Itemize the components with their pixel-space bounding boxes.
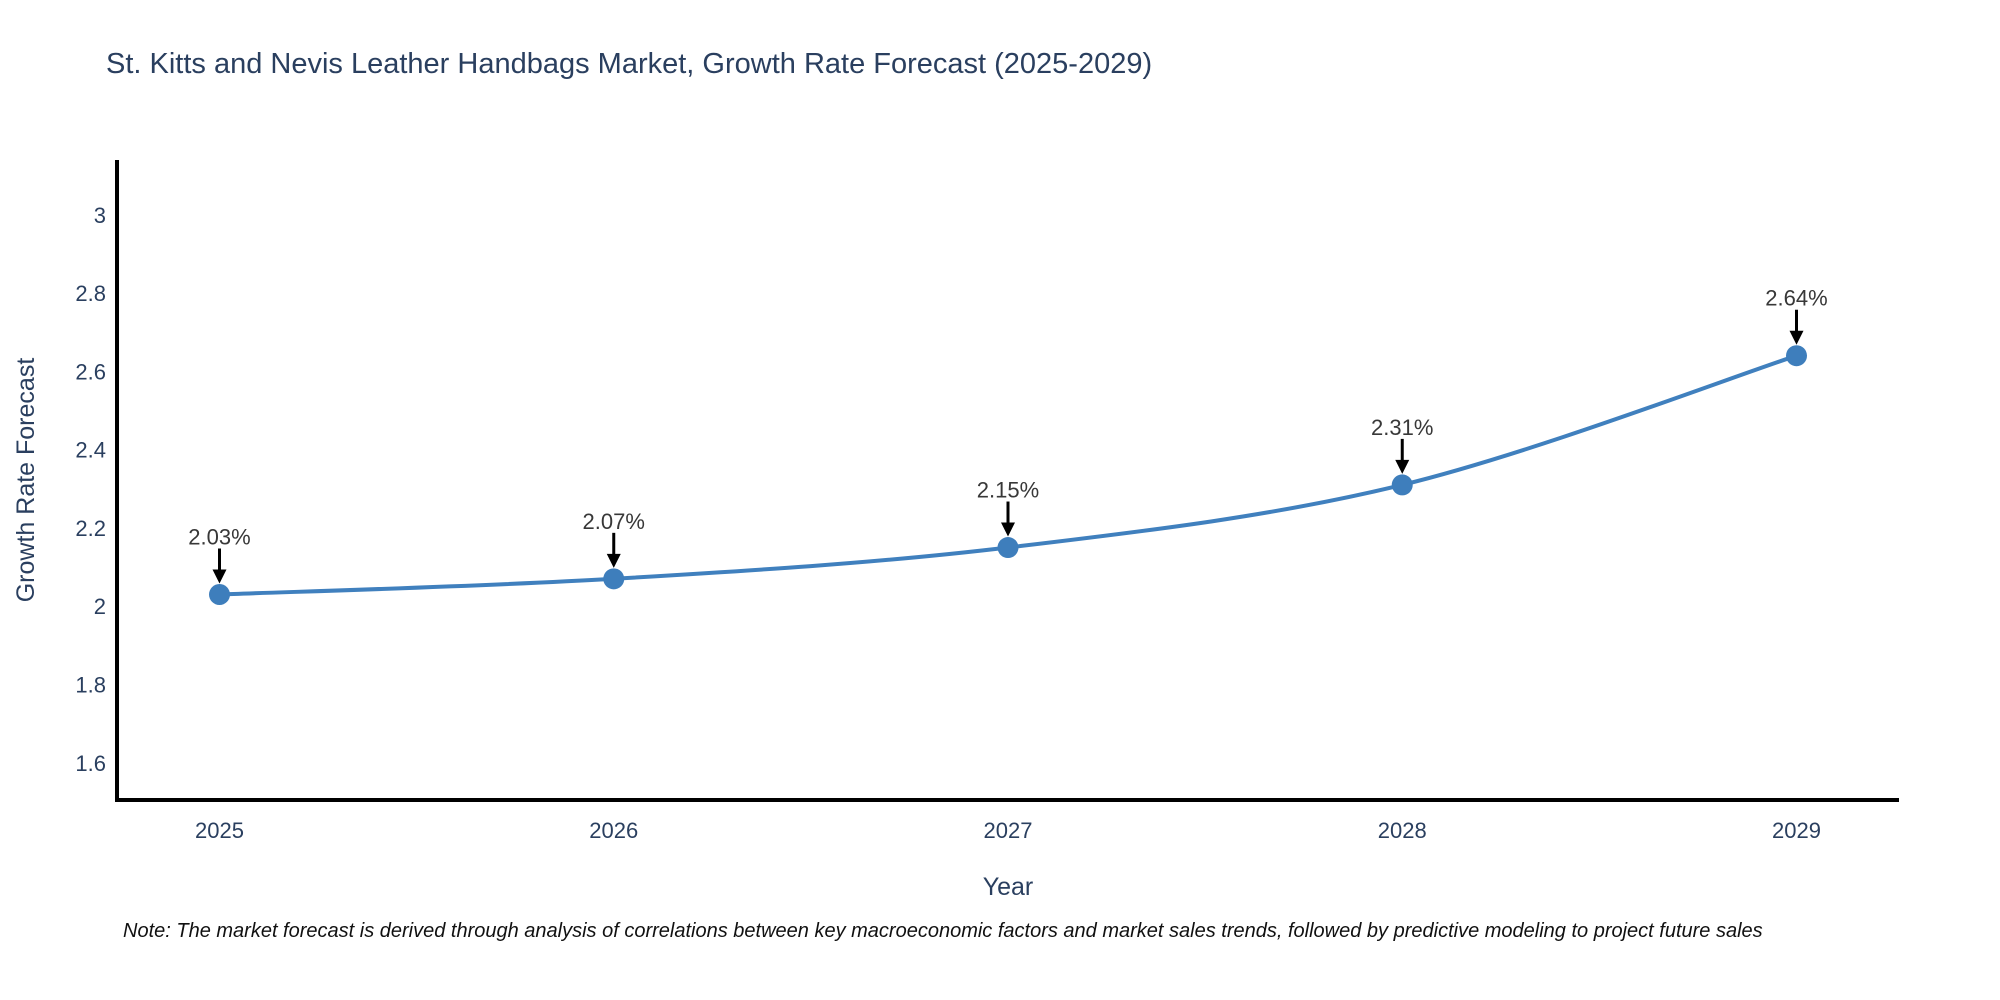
x-axis-tick-label: 2029 (1772, 818, 1821, 843)
annotation-label: 2.03% (188, 524, 250, 549)
x-axis-tick-label: 2025 (195, 818, 244, 843)
series-line (217, 353, 1799, 597)
y-axis-tick-label: 1.8 (75, 673, 106, 698)
chart-title: St. Kitts and Nevis Leather Handbags Mar… (106, 48, 1153, 80)
annotation-label: 2.15% (977, 478, 1039, 503)
y-axis-title: Growth Rate Forecast (12, 358, 40, 603)
y-axis-tick-label: 3 (94, 203, 106, 228)
annotation-label: 2.64% (1765, 286, 1827, 311)
annotation-label: 2.31% (1371, 415, 1433, 440)
data-point-marker[interactable] (1391, 474, 1413, 496)
data-point-marker[interactable] (209, 583, 231, 605)
footnote: Note: The market forecast is derived thr… (123, 920, 1763, 942)
annotation-arrowhead-icon (606, 553, 621, 568)
y-axis-tick-label: 2.6 (75, 359, 106, 384)
annotation-arrowhead-icon (1001, 522, 1015, 537)
y-axis-tick-label: 2.8 (75, 281, 106, 306)
x-axis-title: Year (983, 873, 1034, 901)
x-axis-tick-label: 2028 (1378, 818, 1427, 843)
y-axis-tick-label: 1.6 (75, 751, 106, 776)
annotation-arrowhead-icon (1789, 330, 1804, 345)
annotation-label: 2.07% (583, 509, 645, 534)
x-axis-tick-label: 2027 (984, 818, 1033, 843)
y-axis-tick-label: 2.2 (75, 516, 106, 541)
annotation-arrowhead-icon (1395, 459, 1410, 474)
y-axis-tick-label: 2.4 (75, 438, 106, 463)
y-axis-tick-label: 2 (94, 594, 106, 619)
data-point-marker[interactable] (997, 537, 1019, 559)
x-axis-tick-label: 2026 (589, 818, 638, 843)
annotation-arrowhead-icon (212, 569, 227, 584)
data-point-marker[interactable] (1785, 345, 1807, 367)
data-point-marker[interactable] (603, 568, 625, 590)
